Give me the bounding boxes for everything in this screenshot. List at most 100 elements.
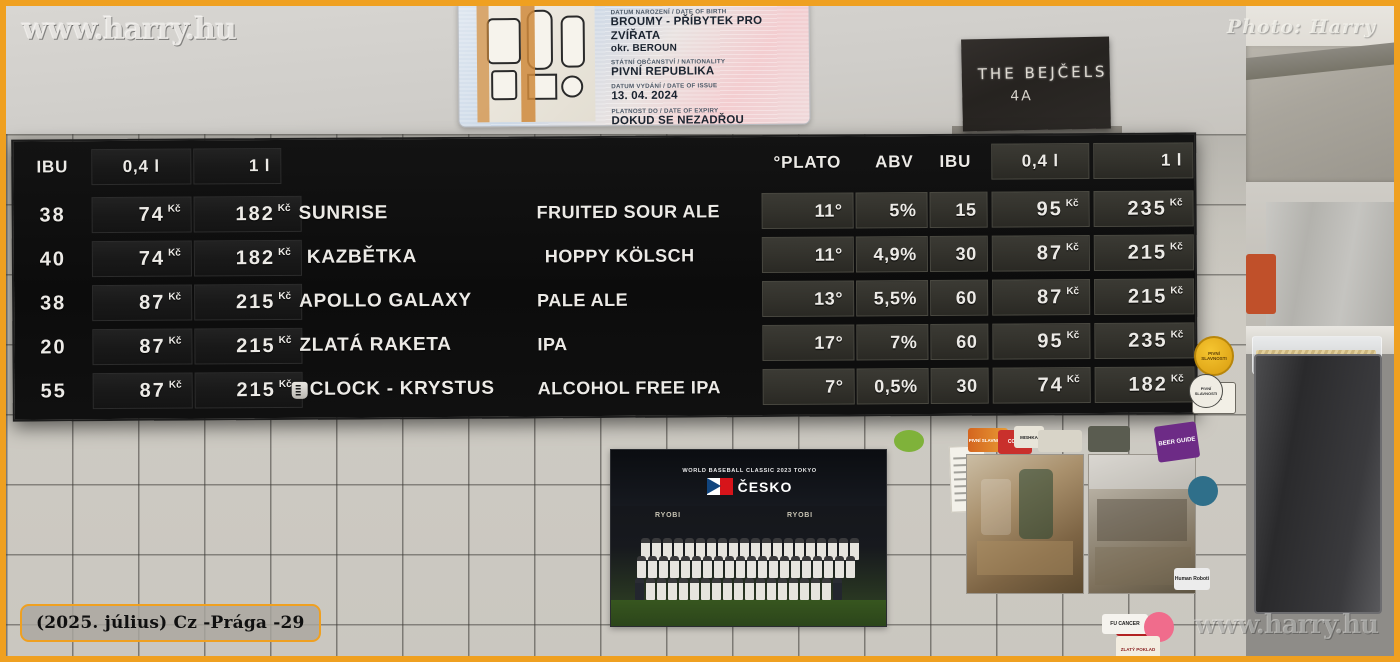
table-row: 38 74 Kč 182 Kč SUNRISE FRUITED SOUR ALE 1… (13, 186, 1197, 237)
poster-country-label: ČESKO (737, 478, 793, 495)
cell-beer-name: ZLATÁ RAKETA (299, 333, 452, 356)
table-row: 55 87 Kč 215 Kč CLOCK - KRYSTUS ALCOHOL FR… (15, 362, 1198, 413)
header-small-left: 0,4 l (91, 148, 192, 186)
cell-price-large-right: 215 Kč (1094, 278, 1195, 316)
sticker-beer-guide: BEER GUIDE (1153, 421, 1201, 463)
sticker-beer-cap-gold: PIVNÍ SLAVNOSTI (1194, 336, 1234, 376)
card-dob-value: BROUMY - PŘÍBYTEK PRO ZVÍŘATA (610, 14, 763, 42)
cell-ibu-left: 38 (39, 203, 66, 226)
menu-header-row: IBU 0,4 l 1 l °PLATO ABV IBU 0,4 l 1 l (13, 138, 1198, 186)
sticker-beer-cap-white: PIVNÍ SLAVNOSTI (1189, 374, 1223, 408)
cell-abv: 7% (856, 324, 929, 361)
header-plato: °PLATO (773, 152, 842, 172)
cell-beer-name: APOLLO GALAXY (299, 289, 472, 312)
poster-sponsor-left: RYOBI (655, 512, 681, 519)
cell-price-small-left: 87 Kč (92, 284, 193, 322)
poster-event-label: WORLD BASEBALL CLASSIC 2023 TOKYO (682, 468, 817, 474)
chalkboard-shelf (952, 126, 1122, 136)
card-illustration (476, 6, 596, 123)
sticker-gray (1038, 430, 1082, 452)
header-large-right: 1 l (1093, 142, 1194, 180)
cell-price-small-right: 95 Kč (991, 191, 1090, 228)
stainless-panel (1266, 202, 1394, 332)
cell-price-large-right: 235 Kč (1094, 322, 1195, 360)
cell-plato: 13° (762, 280, 855, 318)
sticker-green-dot (894, 430, 924, 452)
cell-ibu-right: 30 (929, 235, 988, 273)
header-abv: ABV (875, 152, 914, 172)
cell-price-small-left: 74 Kč (91, 196, 192, 234)
header-ibu-left: IBU (36, 157, 69, 177)
chalkboard-sign: THE BEJČELS 4A (961, 36, 1111, 132)
poster-sponsor-right: RYOBI (787, 512, 813, 519)
beer-passport-card: DATUM NAROZENÍ / DATE OF BIRTH BROUMY - … (457, 6, 811, 128)
cell-plato: 7° (762, 368, 855, 406)
cell-ibu-right: 15 (929, 191, 988, 229)
cell-price-small-left: 87 Kč (92, 328, 193, 366)
beer-menu-board: IBU 0,4 l 1 l °PLATO ABV IBU 0,4 l 1 l 3… (11, 132, 1198, 422)
cell-price-large-right: 215 Kč (1093, 234, 1194, 272)
workshop-photo-right (1088, 454, 1196, 594)
team-photo-figures (635, 538, 865, 606)
cell-price-small-right: 74 Kč (992, 367, 1091, 404)
sticker-fu-cancer: FU CANCER (1102, 614, 1148, 634)
card-dob-value-2: okr. BEROUN (610, 42, 678, 55)
cell-beer-name: SUNRISE (298, 202, 389, 224)
cell-plato: 17° (762, 324, 855, 362)
photo-caption: (2025. július) Cz -Prága -29 (20, 604, 321, 642)
brewery-logo-icon (291, 381, 308, 399)
sticker-zlaty-poklad: ZLATÝ POKLAD (1116, 636, 1160, 656)
red-rack (1246, 254, 1276, 314)
cell-beer-style: PALE ALE (537, 289, 629, 310)
baseball-team-poster: WORLD BASEBALL CLASSIC 2023 TOKYO ČESKO … (610, 449, 887, 627)
cell-beer-name: KAZBĚTKA (306, 246, 418, 268)
cell-abv: 5% (855, 192, 928, 229)
kitchen-area: UNOX (1246, 6, 1394, 656)
table-row: 20 87 Kč 215 Kč ZLATÁ RAKETA IPA 17° 7% 60… (14, 318, 1198, 369)
cell-abv: 4,9% (855, 236, 928, 273)
cell-beer-style: ALCOHOL FREE IPA (537, 376, 722, 398)
cell-ibu-left: 40 (39, 247, 67, 270)
cell-ibu-right: 60 (930, 323, 989, 361)
workshop-photo-left (966, 454, 1084, 594)
cell-abv: 5,5% (856, 280, 929, 317)
cell-price-large-right: 182 Kč (1094, 366, 1195, 404)
cell-price-small-right: 87 Kč (991, 235, 1090, 272)
cell-price-small-left: 74 Kč (91, 240, 192, 278)
cell-price-large-left: 182 Kč (193, 239, 302, 277)
sticker-blue-round (1188, 476, 1218, 506)
header-ibu-right: IBU (939, 151, 972, 171)
chalkboard-line-1: THE BEJČELS (977, 62, 1108, 84)
table-row: 38 87 Kč 215 Kč APOLLO GALAXY PALE ALE 13°… (14, 274, 1198, 325)
card-fields: DATUM NAROZENÍ / DATE OF BIRTH BROUMY - … (610, 6, 808, 128)
card-nationality-value: PIVNÍ REPUBLIKA (611, 65, 715, 79)
sticker-mishka: MISHKA (1014, 426, 1044, 448)
sticker-dark (1088, 426, 1130, 452)
cell-beer-style: FRUITED SOUR ALE (536, 200, 721, 222)
cell-ibu-left: 38 (39, 291, 67, 314)
czech-flag-icon (706, 478, 733, 495)
poster-scoreboard (611, 450, 886, 506)
poster-country-row: ČESKO (611, 478, 886, 495)
chalkboard-line-2: 4A (1010, 88, 1033, 105)
cell-ibu-left: 55 (40, 379, 67, 402)
poster-field (611, 600, 886, 626)
cell-price-small-right: 95 Kč (992, 323, 1091, 360)
cell-ibu-right: 60 (930, 279, 989, 317)
cell-ibu-right: 30 (930, 367, 989, 405)
cell-beer-name: CLOCK - KRYSTUS (279, 370, 529, 408)
cell-price-small-right: 87 Kč (992, 279, 1091, 316)
cell-beer-style: IPA (537, 333, 568, 354)
header-large-left: 1 l (193, 147, 282, 185)
cell-beer-style: HOPPY KÖLSCH (544, 244, 695, 266)
cell-plato: 11° (761, 192, 854, 230)
cell-abv: 0,5% (856, 368, 929, 405)
header-small-right: 0,4 l (991, 143, 1090, 180)
sticker-human-roboti: Human Roboti (1174, 568, 1210, 590)
cell-ibu-left: 20 (40, 335, 67, 358)
card-issue-value: 13. 04. 2024 (611, 90, 678, 103)
cell-plato: 11° (761, 236, 854, 274)
combi-oven: UNOX (1254, 354, 1382, 614)
cell-price-large-right: 235 Kč (1093, 190, 1194, 228)
